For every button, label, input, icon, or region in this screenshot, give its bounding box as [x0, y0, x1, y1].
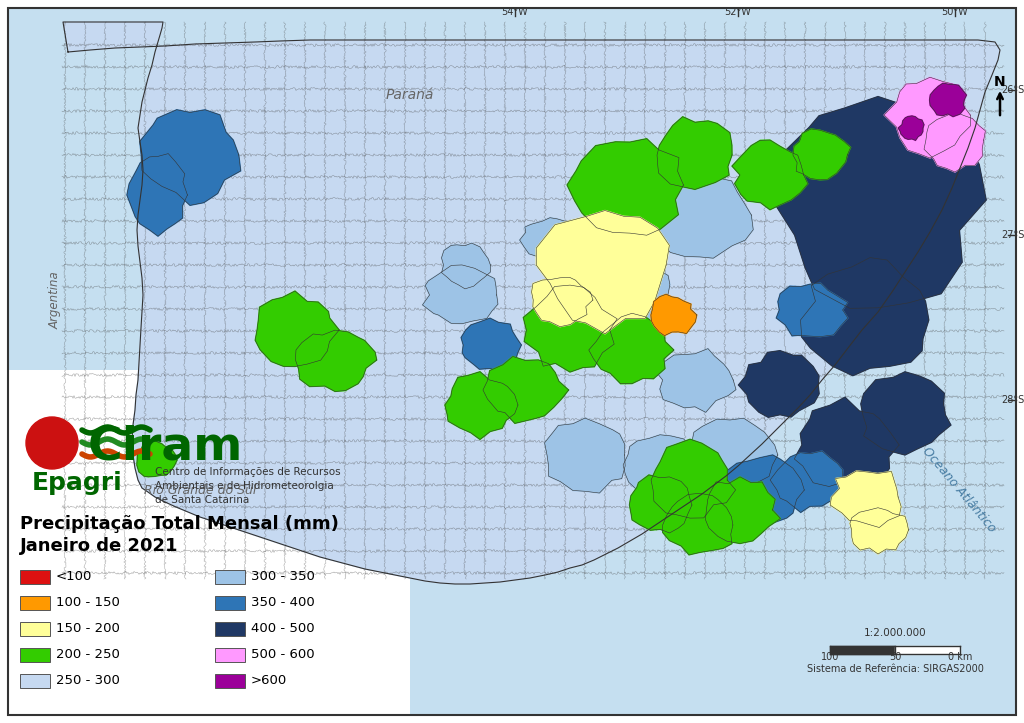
Polygon shape: [255, 291, 339, 367]
Bar: [215, 674, 245, 688]
Text: Paraná: Paraná: [386, 88, 434, 102]
Text: Rio Grande do Sul: Rio Grande do Sul: [143, 484, 256, 497]
Text: Centro de Informações de Recursos
Ambientais e de Hidrometeorolgia
de Santa Cata: Centro de Informações de Recursos Ambien…: [155, 467, 341, 505]
Text: 350 - 400: 350 - 400: [251, 596, 314, 609]
Polygon shape: [630, 475, 692, 533]
Polygon shape: [651, 294, 696, 335]
Polygon shape: [531, 278, 593, 327]
Text: 200 - 250: 200 - 250: [56, 649, 120, 662]
Polygon shape: [441, 243, 490, 289]
Text: 100 - 150: 100 - 150: [56, 596, 120, 609]
Circle shape: [26, 417, 78, 469]
Bar: [215, 648, 245, 662]
Polygon shape: [776, 283, 848, 337]
Polygon shape: [140, 110, 241, 205]
Polygon shape: [461, 318, 521, 372]
Polygon shape: [296, 330, 377, 391]
Text: 300 - 350: 300 - 350: [251, 570, 314, 583]
Bar: [20, 622, 50, 636]
Polygon shape: [898, 116, 924, 140]
Text: 28°S: 28°S: [1001, 395, 1024, 405]
Polygon shape: [63, 22, 1000, 584]
Polygon shape: [793, 129, 851, 180]
Text: 54°W: 54°W: [502, 7, 528, 17]
Text: 0 km: 0 km: [948, 652, 972, 662]
Text: Janeiro de 2021: Janeiro de 2021: [20, 537, 178, 555]
Polygon shape: [690, 418, 778, 494]
Text: Oceano Atlântico: Oceano Atlântico: [920, 445, 998, 535]
Bar: [8, 370, 410, 715]
Text: Argentina: Argentina: [48, 271, 61, 329]
Polygon shape: [545, 418, 626, 493]
Text: 27°S: 27°S: [1001, 230, 1024, 240]
Polygon shape: [924, 111, 985, 172]
Polygon shape: [519, 218, 582, 262]
Polygon shape: [738, 351, 819, 417]
Bar: [20, 570, 50, 584]
Polygon shape: [801, 257, 929, 376]
Text: Precipitação Total Mensal (mm): Precipitação Total Mensal (mm): [20, 515, 339, 533]
Polygon shape: [861, 372, 951, 455]
Bar: [215, 622, 245, 636]
Polygon shape: [830, 471, 901, 528]
Polygon shape: [895, 646, 961, 654]
Polygon shape: [651, 440, 735, 518]
Text: 1:2.000.000: 1:2.000.000: [863, 628, 927, 638]
Polygon shape: [770, 451, 843, 513]
Text: 150 - 200: 150 - 200: [56, 623, 120, 636]
Text: >600: >600: [251, 675, 288, 688]
Polygon shape: [537, 210, 670, 334]
Text: 500 - 600: 500 - 600: [251, 649, 314, 662]
Polygon shape: [523, 285, 617, 372]
Polygon shape: [706, 477, 780, 544]
Text: 400 - 500: 400 - 500: [251, 623, 314, 636]
Polygon shape: [567, 139, 683, 235]
Polygon shape: [795, 397, 899, 487]
Text: Sistema de Referência: SIRGAS2000: Sistema de Referência: SIRGAS2000: [807, 664, 983, 674]
Polygon shape: [657, 116, 732, 189]
Polygon shape: [649, 172, 754, 258]
Text: 50°W: 50°W: [942, 7, 969, 17]
Text: 50: 50: [889, 652, 901, 662]
Polygon shape: [830, 646, 895, 654]
Text: Ciram: Ciram: [88, 424, 244, 469]
Text: 250 - 300: 250 - 300: [56, 675, 120, 688]
Polygon shape: [423, 265, 498, 324]
Bar: [215, 596, 245, 610]
Bar: [215, 570, 245, 584]
Polygon shape: [127, 153, 187, 236]
Polygon shape: [654, 348, 736, 412]
Polygon shape: [732, 140, 808, 210]
Polygon shape: [137, 441, 177, 476]
Bar: [20, 674, 50, 688]
Polygon shape: [721, 455, 804, 530]
Polygon shape: [444, 372, 518, 440]
Bar: [20, 596, 50, 610]
Polygon shape: [595, 261, 670, 330]
Text: <100: <100: [56, 570, 92, 583]
Text: 52°W: 52°W: [725, 7, 752, 17]
Polygon shape: [624, 435, 702, 495]
Text: N: N: [994, 75, 1006, 89]
Polygon shape: [884, 77, 971, 158]
Polygon shape: [663, 493, 733, 555]
Polygon shape: [850, 508, 908, 554]
Text: 26°S: 26°S: [1001, 85, 1024, 95]
Polygon shape: [589, 313, 674, 384]
Text: Epagri: Epagri: [32, 471, 123, 495]
Polygon shape: [483, 356, 568, 424]
Polygon shape: [930, 83, 967, 116]
Polygon shape: [770, 97, 986, 308]
Text: 100: 100: [821, 652, 840, 662]
Bar: [20, 648, 50, 662]
